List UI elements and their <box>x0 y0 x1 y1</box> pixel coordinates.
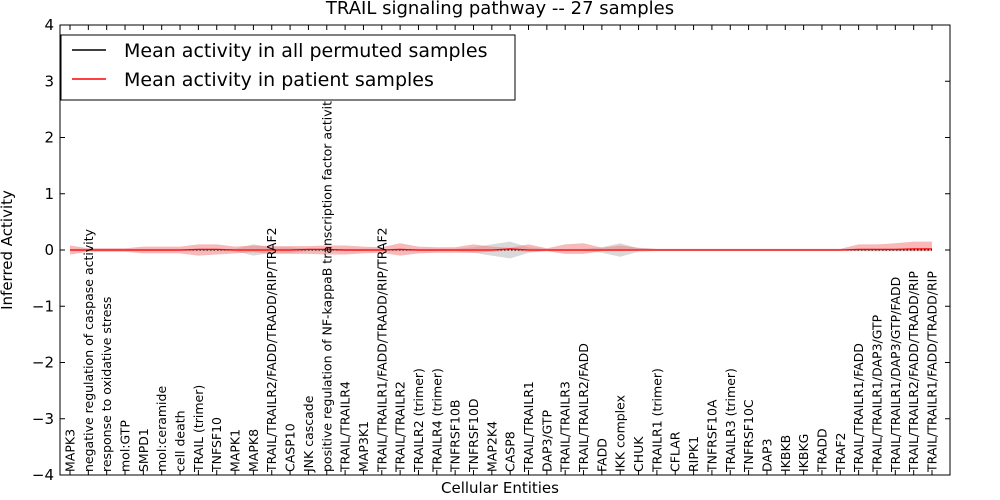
legend-label-permuted: Mean activity in all permuted samples <box>124 40 487 62</box>
x-tick-label: TNFRSF10C <box>741 399 756 473</box>
series-line-patient <box>70 248 932 251</box>
x-tick-label: TRAIL/TRAILR2/FADD <box>576 343 591 473</box>
x-tick-label: TRAIL/TRAILR2 <box>393 381 408 473</box>
y-axis: −4 −3 −2 −1 0 1 2 3 4 <box>32 16 950 484</box>
x-tick-label: TRAIL/TRAILR4 <box>338 381 353 473</box>
legend: Mean activity in all permuted samples Me… <box>60 34 516 101</box>
x-tick-label: TRAIL/TRAILR1 <box>521 381 536 473</box>
y-axis-label: Inferred Activity <box>0 190 16 310</box>
x-tick-label: TRADD <box>815 428 830 473</box>
legend-box <box>60 34 516 101</box>
x-tick-label: TNFSF10 <box>209 417 224 473</box>
x-tick-label: TRAIL/TRAILR1/FADD/TRADD/RIP <box>925 271 940 473</box>
x-axis: MAPK3 negative regulation of caspase acti… <box>63 25 940 475</box>
x-tick-label: response to oxidative stress <box>99 297 114 472</box>
x-tick-label: TRAIL/TRAILR2/FADD/TRADD/RIP <box>906 271 921 473</box>
x-tick-label: CASP8 <box>503 431 518 472</box>
x-tick-label: MAP3K1 <box>356 421 371 472</box>
x-tick-label: CASP10 <box>283 423 298 472</box>
x-tick-label: TRAILR1 (trimer) <box>649 368 664 473</box>
x-tick-label: cell death <box>173 410 188 472</box>
x-tick-label: CFLAR <box>668 431 683 472</box>
x-tick-label: MAPK8 <box>246 429 261 472</box>
x-tick-label: MAPK3 <box>63 429 78 472</box>
y-tick-label: 0 <box>44 241 54 259</box>
x-tick-label: TRAF2 <box>833 432 848 473</box>
y-tick-label: −4 <box>32 466 54 484</box>
x-tick-label: SMPD1 <box>136 428 151 472</box>
x-tick-label: mol:ceramide <box>154 386 169 472</box>
x-tick-label: JNK cascade <box>301 395 316 473</box>
y-tick-label: 3 <box>44 72 54 90</box>
x-tick-label: DAP3/GTP <box>539 409 554 472</box>
x-tick-label: negative regulation of caspase activity <box>81 228 96 472</box>
x-tick-label: positive regulation of NF-kappaB transcr… <box>319 93 334 472</box>
x-tick-label: TRAIL/TRAILR1/FADD/TRADD/RIP/TRAF2 <box>374 227 389 473</box>
x-tick-label: CHUK <box>631 436 646 472</box>
x-tick-label: TRAILR3 (trimer) <box>723 368 738 473</box>
x-tick-label: TNFRSF10A <box>704 399 719 473</box>
chart-title: TRAIL signaling pathway -- 27 samples <box>325 0 674 19</box>
x-tick-label: MAP2K4 <box>484 421 499 472</box>
x-tick-label: FADD <box>594 438 609 472</box>
x-tick-label: TRAIL (trimer) <box>191 385 206 473</box>
x-tick-label: TRAILR4 (trimer) <box>429 368 444 473</box>
x-tick-label: MAPK1 <box>228 429 243 472</box>
x-tick-label: IKBKG <box>796 434 811 472</box>
x-tick-label: TRAIL/TRAILR1/FADD <box>851 343 866 473</box>
x-tick-label: TNFRSF10B <box>448 400 463 473</box>
y-tick-label: −1 <box>32 297 54 315</box>
y-tick-label: 4 <box>44 16 54 34</box>
lines-layer <box>70 248 932 251</box>
x-axis-label: Cellular Entities <box>441 479 559 497</box>
y-tick-label: −2 <box>32 354 54 372</box>
x-tick-label: DAP3 <box>759 439 774 472</box>
y-tick-label: 2 <box>44 129 54 147</box>
x-tick-label: IKBKB <box>778 435 793 472</box>
x-tick-label: TRAILR2 (trimer) <box>411 368 426 473</box>
legend-label-patient: Mean activity in patient samples <box>124 69 434 91</box>
band-patient <box>70 241 932 256</box>
x-tick-label: IKK complex <box>613 395 628 472</box>
x-tick-label: TRAIL/TRAILR2/FADD/TRADD/RIP/TRAF2 <box>264 227 279 473</box>
x-tick-label: TRAIL/TRAILR3 <box>558 381 573 473</box>
x-tick-label: mol:GTP <box>118 420 133 472</box>
x-tick-label: TRAIL/TRAILR1/DAP3/GTP/FADD <box>888 277 903 473</box>
y-tick-label: 1 <box>44 185 54 203</box>
y-tick-label: −3 <box>32 410 54 428</box>
x-tick-label: TNFRSF10D <box>466 398 481 473</box>
x-tick-label: TRAIL/TRAILR1/DAP3/GTP <box>870 314 885 473</box>
x-tick-label: RIPK1 <box>686 436 701 472</box>
